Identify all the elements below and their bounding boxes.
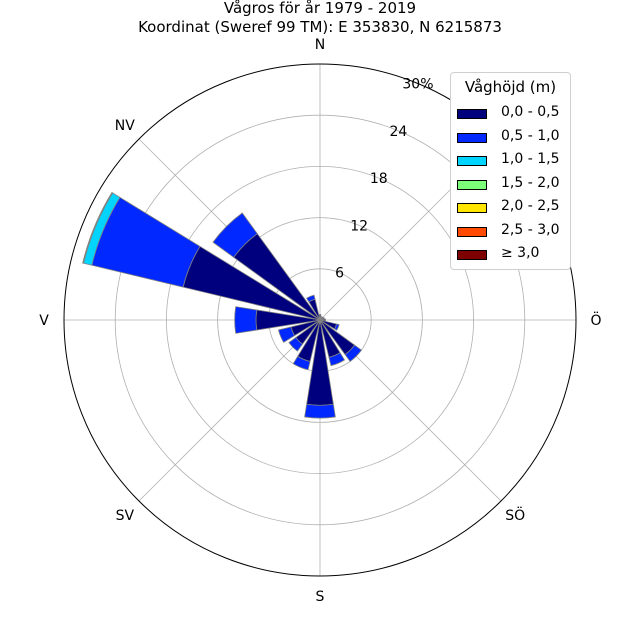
legend-item: 1,5 - 2,0 xyxy=(457,174,569,193)
legend-swatch xyxy=(457,156,487,166)
radial-tick-label: 24 xyxy=(389,124,407,140)
legend-swatch xyxy=(457,109,487,119)
outer-circle xyxy=(63,63,577,577)
rose-bar-V-1 xyxy=(234,306,258,334)
legend-label: 1,5 - 2,0 xyxy=(501,174,560,191)
legend-swatch xyxy=(457,226,487,237)
rose-bar-ÖNÖ-1 xyxy=(323,317,325,320)
rose-bar-NV-1 xyxy=(212,212,258,258)
chart-subtitle: Koordinat (Sweref 99 TM): E 353830, N 62… xyxy=(138,18,502,36)
radial-tick-label: 30% xyxy=(402,76,433,92)
legend-label: ≥ 3,0 xyxy=(501,245,540,261)
legend-swatch xyxy=(457,203,487,213)
legend-label: 0,5 - 1,0 xyxy=(501,127,560,144)
legend-swatch xyxy=(457,132,487,143)
legend-swatch xyxy=(457,250,487,260)
legend-swatch xyxy=(457,179,487,190)
grid-spoke xyxy=(138,319,321,502)
rose-bar-VNV-3 xyxy=(82,191,114,264)
radial-tick-label: 6 xyxy=(335,266,344,282)
legend-item: 2,0 - 2,5 xyxy=(457,198,569,216)
rose-bar-SSÖ-1 xyxy=(328,352,346,367)
rose-bar-S-1 xyxy=(304,403,336,419)
radial-tick-label: 12 xyxy=(350,218,368,234)
compass-label: S xyxy=(316,589,325,605)
compass-label: SV xyxy=(116,508,135,524)
rose-bar-VSV-1 xyxy=(278,326,296,343)
compass-label: V xyxy=(39,313,49,329)
chart-title: Vågros för år 1979 - 2019 xyxy=(223,0,417,17)
legend-label: 2,5 - 3,0 xyxy=(501,221,560,238)
rose-bar-NNV-1 xyxy=(306,294,316,303)
compass-label: NV xyxy=(115,118,135,134)
legend-item: 0,5 - 1,0 xyxy=(457,127,569,146)
legend-label: 0,0 - 0,5 xyxy=(501,104,560,120)
rose-bar-SÖ-1 xyxy=(344,344,362,362)
legend-label: 1,0 - 1,5 xyxy=(501,151,560,167)
legend-label: 2,0 - 2,5 xyxy=(501,198,560,214)
legend-item: 2,5 - 3,0 xyxy=(457,221,569,240)
compass-label: Ö xyxy=(590,311,601,329)
legend-title: Våghöjd (m) xyxy=(464,78,557,96)
compass-label: N xyxy=(315,37,325,53)
radial-tick-label: 18 xyxy=(370,171,388,187)
legend: Våghöjd (m) 0,0 - 0,5 0,5 - 1,0 1,0 - 1,5 1… xyxy=(450,72,571,270)
rose-bar-SV-1 xyxy=(288,336,304,352)
rose-bar-ÖSÖ-1 xyxy=(334,323,340,331)
legend-item: 1,0 - 1,5 xyxy=(457,151,569,169)
compass-label: SÖ xyxy=(505,506,525,524)
legend-item: ≥ 3,0 xyxy=(457,245,569,263)
rose-bar-SSV-1 xyxy=(292,355,311,371)
legend-item: 0,0 - 0,5 xyxy=(457,104,569,122)
